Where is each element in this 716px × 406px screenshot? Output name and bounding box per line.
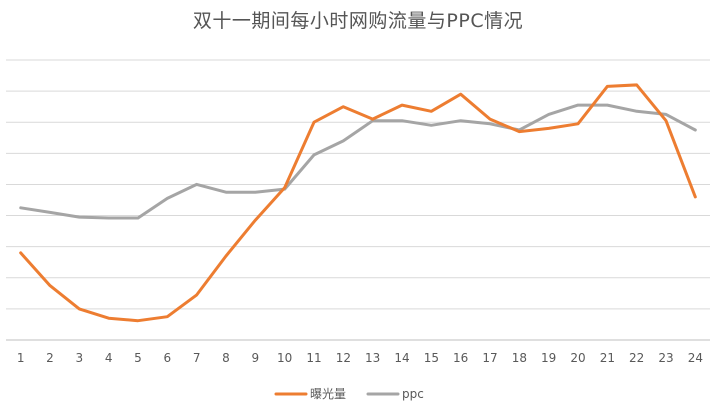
x-tick-label: 14 bbox=[394, 351, 409, 365]
x-tick-label: 19 bbox=[541, 351, 556, 365]
x-tick-label: 12 bbox=[336, 351, 351, 365]
legend-label-exposure: 曝光量 bbox=[310, 387, 346, 401]
x-tick-label: 24 bbox=[688, 351, 703, 365]
x-tick-label: 10 bbox=[277, 351, 292, 365]
x-tick-labels: 1 2 3 4 5 6 7 8 9 10 11 12 13 14 15 16 17 18 19 20 21 22 23 24 bbox=[17, 351, 703, 365]
series-line-ppc bbox=[19, 103, 697, 220]
legend-label-ppc: ppc bbox=[402, 387, 424, 401]
x-tick-label: 1 bbox=[17, 351, 25, 365]
x-tick-label: 13 bbox=[365, 351, 380, 365]
x-tick-label: 9 bbox=[252, 351, 260, 365]
x-tick-label: 23 bbox=[658, 351, 673, 365]
chart-title: 双十一期间每小时网购流量与PPC情况 bbox=[192, 10, 524, 32]
x-tick-label: 6 bbox=[164, 351, 172, 365]
x-tick-label: 16 bbox=[453, 351, 468, 365]
legend: 曝光量 ppc bbox=[274, 387, 424, 401]
x-tick-label: 20 bbox=[570, 351, 585, 365]
x-tick-label: 17 bbox=[482, 351, 497, 365]
x-tick-label: 15 bbox=[424, 351, 439, 365]
x-tick-label: 7 bbox=[193, 351, 201, 365]
x-tick-label: 2 bbox=[46, 351, 54, 365]
x-tick-label: 22 bbox=[629, 351, 644, 365]
x-tick-label: 3 bbox=[76, 351, 84, 365]
x-tick-label: 5 bbox=[134, 351, 142, 365]
x-tick-label: 21 bbox=[600, 351, 615, 365]
series-lines bbox=[19, 83, 697, 323]
series-line-exposure bbox=[19, 83, 697, 323]
x-tick-label: 11 bbox=[306, 351, 321, 365]
x-tick-label: 18 bbox=[512, 351, 527, 365]
x-tick-label: 4 bbox=[105, 351, 113, 365]
gridlines bbox=[6, 59, 710, 341]
x-tick-label: 8 bbox=[222, 351, 230, 365]
